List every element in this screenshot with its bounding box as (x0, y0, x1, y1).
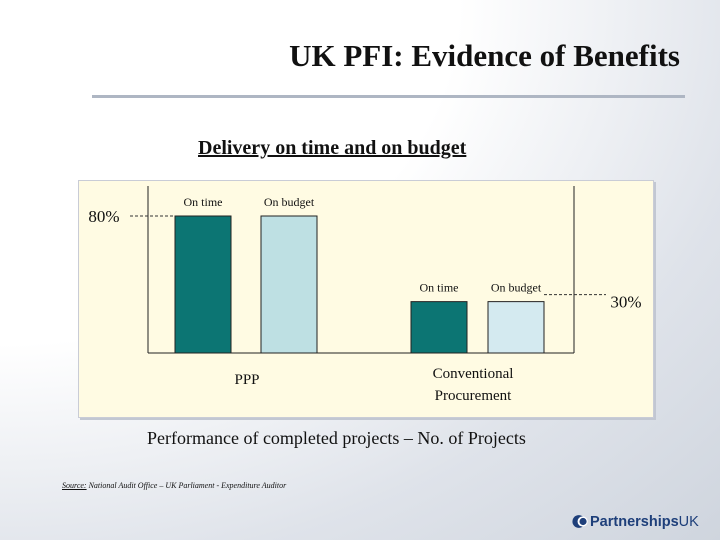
partnerships-uk-logo: Partnerships UK (572, 513, 699, 530)
logo-text: Partnerships (590, 513, 679, 530)
annotation-80: 80% (88, 207, 119, 226)
bar-1-2 (260, 215, 318, 354)
bar-label-2-2: On budget (491, 281, 542, 295)
category-label-ppp: PPP (234, 372, 259, 388)
category-label-conventional-line1: Conventional (433, 366, 514, 382)
source-text: National Audit Office – UK Parliament - … (86, 481, 287, 490)
bar-label-1-1: On time (184, 195, 223, 209)
source-note: Source: National Audit Office – UK Parli… (62, 481, 286, 490)
bar-2-1 (410, 301, 468, 354)
category-label-conventional-line2: Procurement (435, 388, 512, 404)
bar-1-1 (174, 215, 232, 354)
bar-label-1-2: On budget (264, 195, 315, 209)
chart-subtitle: Delivery on time and on budget (198, 137, 467, 159)
chart-panel (78, 180, 654, 418)
title-divider (92, 95, 685, 98)
bar-label-2-1: On time (420, 281, 459, 295)
logo-suffix: UK (678, 513, 699, 530)
logo-mark-icon (572, 515, 588, 528)
bar-2-2 (487, 301, 545, 354)
source-label: Source: (62, 481, 87, 490)
chart-caption: Performance of completed projects – No. … (147, 428, 526, 448)
annotation-30: 30% (610, 293, 641, 312)
slide-title: UK PFI: Evidence of Benefits (289, 38, 680, 73)
